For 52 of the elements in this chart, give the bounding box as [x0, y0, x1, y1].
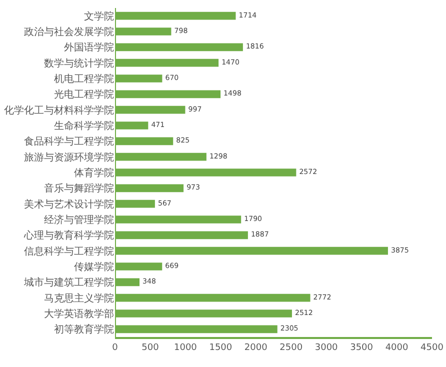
y-tick-label: 经济与管理学院 — [44, 214, 114, 226]
x-tick-label: 4000 — [385, 342, 409, 353]
data-label: 1887 — [250, 230, 269, 239]
y-tick-label: 政治与社会发展学院 — [24, 26, 114, 38]
data-label: 1470 — [222, 57, 240, 66]
x-tick-label: 2000 — [244, 342, 268, 353]
y-tick-label: 美术与艺术设计学院 — [24, 198, 114, 210]
data-label: 997 — [188, 104, 202, 114]
data-label: 1714 — [238, 10, 258, 20]
y-tick-label: 大学英语教学部 — [44, 308, 114, 320]
x-tick-label: 3500 — [350, 342, 374, 353]
y-tick-label: 传媒学院 — [74, 261, 114, 273]
y-tick-label: 文学院 — [84, 10, 114, 22]
x-tick-label: 3000 — [314, 342, 338, 353]
data-label: 1498 — [224, 88, 242, 98]
y-tick-label: 信息科学与工程学院 — [24, 245, 114, 258]
y-tick-label: 机电工程学院 — [54, 73, 114, 85]
data-label: 3875 — [390, 245, 409, 254]
y-tick-label: 食品科学与工程学院 — [24, 136, 114, 148]
data-label: 670 — [165, 73, 180, 82]
data-label: 2512 — [294, 308, 313, 318]
data-label: 669 — [165, 261, 179, 270]
data-label: 2572 — [299, 167, 318, 176]
data-label: 1816 — [246, 42, 264, 51]
data-label: 825 — [176, 136, 190, 145]
data-label: 2305 — [280, 324, 298, 333]
data-label: 348 — [142, 276, 156, 286]
y-tick-label: 城市与建筑工程学院 — [23, 276, 114, 289]
y-tick-label: 数学与统计学院 — [44, 57, 114, 70]
x-tick-label: 0 — [112, 342, 118, 353]
x-tick-label: 2500 — [280, 342, 303, 353]
x-tick-label: 1000 — [174, 342, 198, 353]
x-tick-label: 1500 — [209, 342, 232, 353]
x-tick-label: 4500 — [420, 342, 444, 353]
data-label: 973 — [186, 182, 200, 192]
y-tick-label: 化学化工与材料科学学院 — [4, 104, 114, 116]
y-tick-label: 音乐与舞蹈学院 — [44, 182, 114, 195]
y-tick-label: 马克思主义学院 — [44, 292, 114, 304]
data-label: 471 — [151, 120, 165, 130]
data-label: 798 — [174, 26, 188, 36]
y-tick-label: 生命科学学院 — [54, 120, 114, 132]
y-tick-label: 体育学院 — [74, 167, 114, 179]
data-label: 567 — [158, 198, 172, 208]
data-label: 1790 — [244, 214, 263, 224]
data-label: 2772 — [313, 292, 332, 302]
y-tick-label: 初等教育学院 — [54, 324, 114, 336]
y-tick-label: 旅游与资源环境学院 — [24, 151, 114, 164]
x-tick-label: 500 — [142, 342, 160, 353]
y-tick-label: 外国语学院 — [64, 42, 114, 54]
data-label: 1298 — [209, 151, 228, 160]
y-tick-label: 心理与教育科学学院 — [23, 230, 114, 242]
y-tick-label: 光电工程学院 — [54, 88, 114, 101]
